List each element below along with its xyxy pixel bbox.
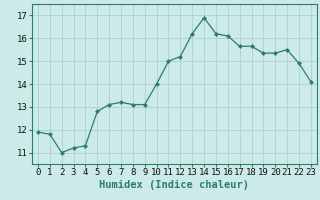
X-axis label: Humidex (Indice chaleur): Humidex (Indice chaleur) [100, 180, 249, 190]
